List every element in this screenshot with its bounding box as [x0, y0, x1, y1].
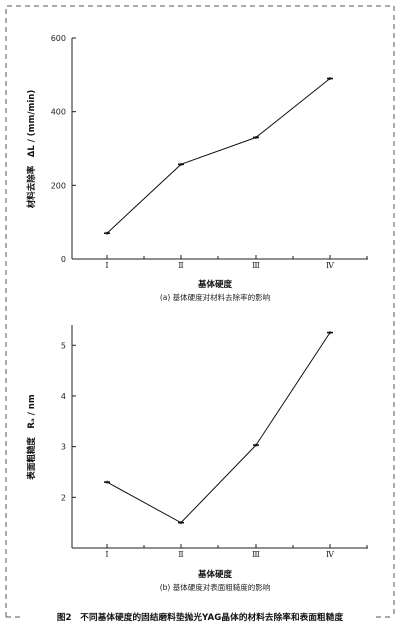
- chart-a-x-tick-label: Ⅳ: [326, 261, 335, 270]
- chart-a-x-tick-label: Ⅰ: [105, 261, 108, 270]
- frame-border: [5, 5, 395, 617]
- chart-b-subtitle: (b) 基体硬度对表面粗糙度的影响: [160, 582, 271, 592]
- figure-caption: 图2 不同基体硬度的固结磨料垫抛光YAG晶体的材料去除率和表面粗糙度: [56, 613, 344, 623]
- chart-b-x-tick-label: Ⅰ: [105, 550, 108, 559]
- chart-a-subtitle: (a) 基体硬度对材料去除率的影响: [160, 292, 270, 302]
- chart-b-x-tick-label: Ⅲ: [252, 550, 260, 559]
- chart-b-y-tick-label: 4: [61, 392, 66, 401]
- chart-a-y-tick-label: 600: [51, 34, 66, 43]
- chart-b-x-tick-label: Ⅱ: [178, 550, 183, 559]
- chart-a-y-tick-label: 0: [61, 255, 66, 264]
- chart-a-x-tick-label: Ⅱ: [178, 261, 183, 270]
- chart-a-y-axis-label: 材料去除率 ΔL / (mm/min): [26, 90, 37, 210]
- chart-b-y-tick-label: 2: [61, 493, 66, 502]
- chart-b-y-tick-label: 5: [61, 341, 66, 350]
- chart-a-x-tick-label: Ⅲ: [252, 261, 260, 270]
- chart-a-y-tick-label: 200: [51, 181, 66, 190]
- chart-b-y-axis-label: 表面粗糙度 Rₐ / nm: [26, 394, 37, 481]
- chart-b-y-tick-label: 3: [61, 443, 66, 452]
- chart-a-series-line: [106, 78, 331, 234]
- chart-b-x-tick-label: Ⅳ: [326, 550, 335, 559]
- chart-b-series-line: [106, 332, 331, 524]
- chart-b-x-axis-label: 基体硬度: [197, 569, 233, 580]
- chart-a-y-tick-label: 400: [51, 108, 66, 117]
- chart-a-x-axis-label: 基体硬度: [197, 279, 233, 290]
